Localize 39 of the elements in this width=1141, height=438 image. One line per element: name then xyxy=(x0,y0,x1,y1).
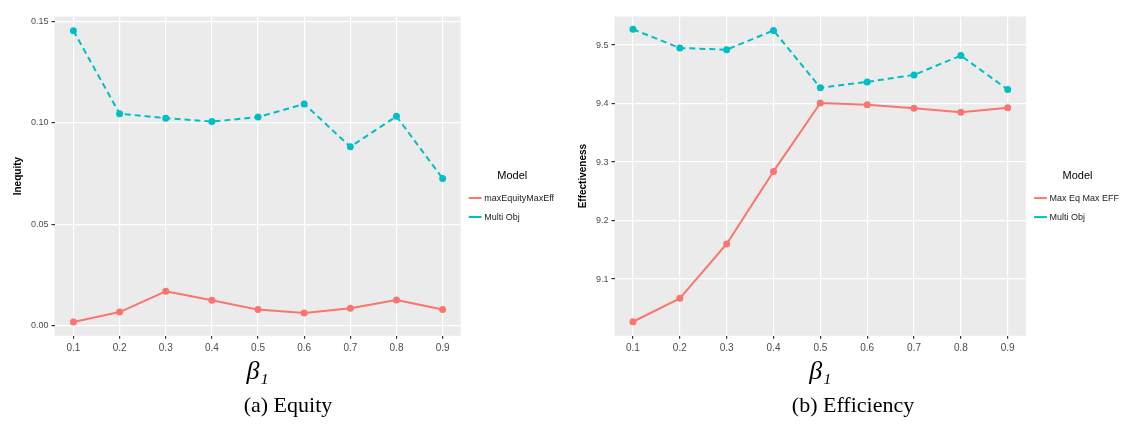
x-tick-label: 0.3 xyxy=(719,341,735,353)
x-tick-label: 0.2 xyxy=(112,341,127,353)
y-axis-title: Effectiveness xyxy=(576,143,588,209)
legend-label: Max Eq Max EFF xyxy=(1049,192,1120,203)
x-tick-label: 0.3 xyxy=(158,341,174,353)
legend-label: Multi Obj xyxy=(1049,211,1085,222)
y-tick-label: 0.15 xyxy=(30,15,49,26)
legend-title: Model xyxy=(497,168,528,181)
y-tick-label: 0.05 xyxy=(30,218,49,229)
y-tick-label: 9.4 xyxy=(596,98,609,109)
legend-label: Multi Obj xyxy=(484,211,520,222)
x-tick-label: 0.8 xyxy=(953,341,969,353)
y-tick-label: 0.10 xyxy=(30,117,49,128)
x-tick-label: 0.4 xyxy=(204,341,220,353)
x-tick-label: 0.1 xyxy=(66,341,81,353)
x-tick-label: 0.9 xyxy=(1000,341,1016,353)
y-tick-label: 9.2 xyxy=(596,215,609,226)
x-axis-title: β₁ xyxy=(245,356,269,386)
y-tick-label: 9.3 xyxy=(596,156,609,167)
x-tick-label: 0.7 xyxy=(907,341,922,353)
x-tick-label: 0.5 xyxy=(251,341,266,353)
x-axis-title: β₁ xyxy=(808,356,832,386)
x-tick-label: 0.6 xyxy=(860,341,875,353)
y-axis-title: Inequity xyxy=(11,156,23,196)
legend-label: maxEquityMaxEff xyxy=(484,192,555,203)
y-tick-label: 9.5 xyxy=(596,39,609,50)
x-tick-label: 0.4 xyxy=(766,341,781,353)
x-tick-label: 0.9 xyxy=(435,341,451,353)
y-tick-label: 0.00 xyxy=(30,320,49,331)
x-tick-label: 0.1 xyxy=(626,341,641,353)
legend-title: Model xyxy=(1062,168,1093,181)
x-tick-label: 0.8 xyxy=(389,341,404,353)
x-tick-label: 0.6 xyxy=(297,341,312,353)
x-tick-label: 0.2 xyxy=(672,341,688,353)
text: (a) Equity xyxy=(243,392,333,418)
x-tick-label: 0.7 xyxy=(343,341,358,353)
text: (b) Efficiency xyxy=(791,392,915,418)
y-tick-label: 9.1 xyxy=(596,273,609,284)
x-tick-label: 0.5 xyxy=(813,341,828,353)
